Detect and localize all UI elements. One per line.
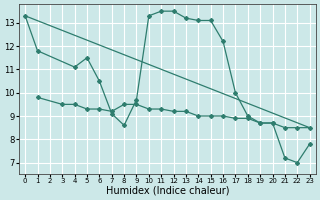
X-axis label: Humidex (Indice chaleur): Humidex (Indice chaleur) (106, 186, 229, 196)
